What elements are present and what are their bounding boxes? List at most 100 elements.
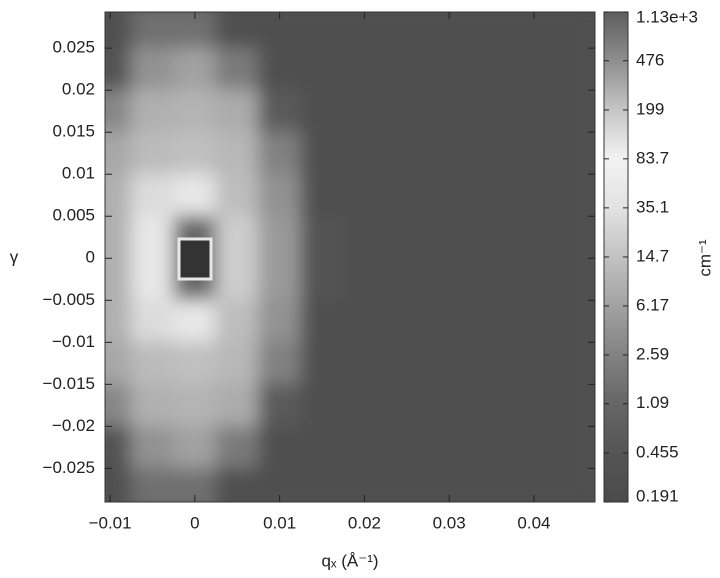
heatmap-cell xyxy=(300,47,344,91)
heatmap-cell xyxy=(173,425,217,469)
heatmap-cell xyxy=(105,47,132,91)
heatmap-cell xyxy=(215,299,259,343)
heatmap-cell xyxy=(385,47,429,91)
heatmap-cell xyxy=(105,215,132,259)
heatmap-cell xyxy=(105,12,132,49)
heatmap-cell xyxy=(554,12,595,49)
heatmap-cell xyxy=(427,299,471,343)
heatmap-cell xyxy=(130,425,175,469)
colorbar-tick-label: 1.09 xyxy=(636,393,669,412)
colorbar-tick-label: 14.7 xyxy=(636,246,669,265)
heatmap-cell xyxy=(554,383,595,427)
heatmap-cell xyxy=(105,173,132,217)
heatmap-cell xyxy=(215,47,259,91)
heatmap-cell xyxy=(130,341,175,385)
heatmap-cell xyxy=(130,89,175,133)
colorbar-tick-label: 199 xyxy=(636,99,664,118)
heatmap-cell xyxy=(130,299,175,343)
heatmap-cell xyxy=(427,341,471,385)
heatmap-cell xyxy=(105,383,132,427)
colorbar-tick-label: 0.455 xyxy=(636,443,679,462)
heatmap-cell xyxy=(469,47,514,91)
heatmap-cell xyxy=(385,257,429,301)
heatmap-cell xyxy=(300,131,344,175)
heatmap-cell xyxy=(427,467,471,502)
heatmap-cell xyxy=(469,89,514,133)
heatmap-cell xyxy=(105,257,132,301)
heatmap-cell xyxy=(173,467,217,502)
heatmap-cell xyxy=(469,173,514,217)
x-tick-label: 0.01 xyxy=(263,513,296,532)
heatmap-cell xyxy=(257,341,302,385)
heatmap-cell xyxy=(105,131,132,175)
heatmap-cell xyxy=(469,299,514,343)
heatmap-cell xyxy=(342,89,387,133)
heatmap-cell xyxy=(215,12,259,49)
heatmap-cell xyxy=(215,467,259,502)
x-tick-label: 0.04 xyxy=(517,513,550,532)
heatmap-cell xyxy=(427,47,471,91)
heatmap-cell xyxy=(130,131,175,175)
heatmap-cell xyxy=(342,341,387,385)
heatmap-cell xyxy=(215,173,259,217)
heatmap-cell xyxy=(105,89,132,133)
heatmap-cell xyxy=(427,89,471,133)
heatmap-cell xyxy=(385,299,429,343)
heatmap-cell xyxy=(554,89,595,133)
x-tick-label: 0.03 xyxy=(433,513,466,532)
x-tick-label: −0.01 xyxy=(89,513,132,532)
heatmap-cell xyxy=(512,341,556,385)
heatmap-cell xyxy=(469,12,514,49)
heatmap-cell xyxy=(257,257,302,301)
heatmap-cell xyxy=(554,131,595,175)
colorbar-tick-label: 0.191 xyxy=(636,486,679,505)
heatmap-cell xyxy=(342,383,387,427)
y-tick-label: −0.005 xyxy=(43,290,95,309)
y-tick-label: 0.01 xyxy=(62,164,95,183)
colorbar-tick-label: 2.59 xyxy=(636,344,669,363)
heatmap-cell xyxy=(385,215,429,259)
heatmap-cell xyxy=(469,257,514,301)
heatmap-cell xyxy=(469,383,514,427)
heatmap-cell xyxy=(554,173,595,217)
heatmap-cell xyxy=(105,467,132,502)
heatmap-cell xyxy=(257,47,302,91)
heatmap-cell xyxy=(554,257,595,301)
heatmap-cell xyxy=(300,257,344,301)
heatmap-cell xyxy=(130,383,175,427)
heatmap-cell xyxy=(385,131,429,175)
heatmap-cell xyxy=(130,215,175,259)
y-tick-label: −0.025 xyxy=(43,458,95,477)
heatmap-cell xyxy=(554,299,595,343)
heatmap-cell xyxy=(385,341,429,385)
colorbar-tick-label: 6.17 xyxy=(636,295,669,314)
heatmap-cell xyxy=(300,383,344,427)
heatmap-cell xyxy=(300,341,344,385)
colorbar-tick-label: 476 xyxy=(636,50,664,69)
x-tick-label: 0.02 xyxy=(348,513,381,532)
heatmap-cell xyxy=(257,383,302,427)
heatmap-cell xyxy=(173,299,217,343)
heatmap-cell xyxy=(342,467,387,502)
heatmap-cell xyxy=(105,299,132,343)
heatmap-cell xyxy=(512,215,556,259)
heatmap-cell xyxy=(130,467,175,502)
heatmap-cell xyxy=(300,467,344,502)
heatmap-cell xyxy=(512,47,556,91)
y-tick-label: 0.015 xyxy=(52,122,95,141)
heatmap-cell xyxy=(130,47,175,91)
heatmap-cell xyxy=(427,425,471,469)
y-axis-label: γ xyxy=(10,247,19,266)
heatmap-cell xyxy=(173,89,217,133)
heatmap-cell xyxy=(130,257,175,301)
heatmap-cell xyxy=(469,425,514,469)
heatmap-cell xyxy=(257,131,302,175)
heatmap-cell xyxy=(342,257,387,301)
heatmap-cell xyxy=(342,425,387,469)
y-tick-label: 0.005 xyxy=(52,206,95,225)
y-tick-label: −0.02 xyxy=(52,416,95,435)
heatmap-cell xyxy=(342,47,387,91)
colorbar-tick-label: 83.7 xyxy=(636,148,669,167)
heatmap-cell xyxy=(342,131,387,175)
heatmap-cell xyxy=(105,341,132,385)
